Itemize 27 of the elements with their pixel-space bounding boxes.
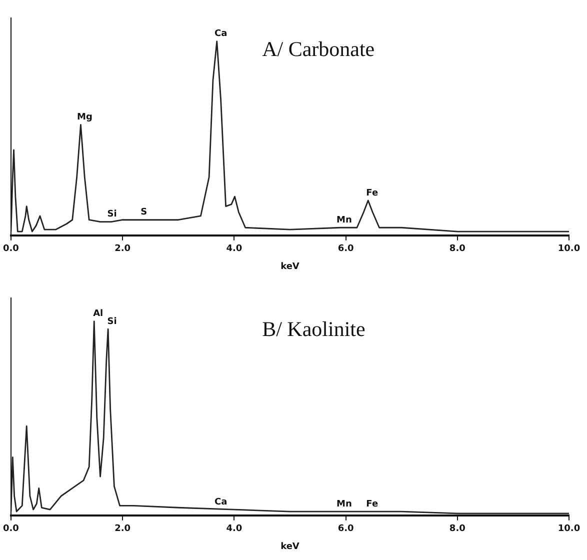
x-tick-label: 4.0 [226,244,242,254]
annotation: S [140,208,148,218]
annotation: Al [93,309,104,320]
annotation: Si [107,316,117,327]
annotation: Mg [77,112,92,123]
annotation: Ca [214,497,228,508]
x-tick-label: 0.0 [2,524,19,534]
annotation: Mn [336,215,352,226]
annotation: Fe [366,499,378,510]
x-tick-label: 6.0 [338,244,354,254]
x-tick-label: 6.0 [338,524,354,534]
x-tick-label: 0.0 [2,244,19,254]
chart-title: B/ Kaolinite [262,317,366,342]
annotation: Ca [214,29,228,40]
x-tick-label: 10.0 [558,244,580,254]
x-axis-title: keV [280,542,300,552]
annotation: Fe [366,188,378,198]
chart-title: A/ Carbonate [262,37,375,62]
x-tick-label: 4.0 [226,524,242,534]
x-tick-label: 10.0 [558,524,580,534]
x-axis-title: keV [280,262,300,272]
x-tick-label: 2.0 [114,524,131,534]
x-tick-label: 2.0 [114,244,131,254]
x-tick-label: 8.0 [449,244,466,254]
annotation: Mn [336,499,352,510]
x-tick-label: 8.0 [449,524,466,534]
annotation: Si [107,210,117,220]
